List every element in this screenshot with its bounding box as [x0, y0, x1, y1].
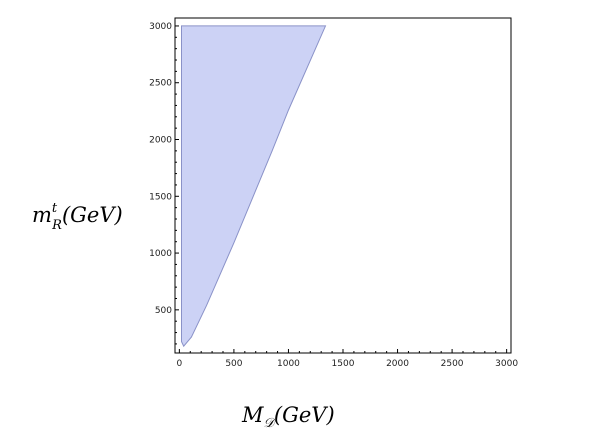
y-tick-label: 2500 [149, 79, 172, 89]
y-axis: 500 1000 1500 2000 2500 3000 [149, 22, 179, 345]
feasible-region [181, 25, 327, 348]
x-tick-label: 2000 [386, 359, 409, 369]
x-tick-label: 1000 [277, 359, 300, 369]
x-tick-label: 0 [176, 359, 182, 369]
y-tick-label: 2000 [149, 136, 172, 146]
y-axis-title: mt R(GeV) [32, 201, 123, 233]
x-tick-label: 2500 [441, 359, 464, 369]
y-tick-label: 3000 [149, 22, 172, 32]
y-tick-label: 1500 [149, 192, 172, 202]
x-axis-title: M𝒟(GeV) [241, 403, 335, 431]
x-tick-label: 3000 [495, 359, 518, 369]
x-tick-label: 1500 [332, 359, 355, 369]
region-polygon [181, 25, 327, 348]
y-tick-label: 1000 [149, 249, 172, 259]
x-axis: 0 500 1000 1500 2000 2500 3000 [176, 349, 518, 369]
x-tick-label: 500 [225, 359, 242, 369]
y-tick-label: 500 [155, 306, 172, 316]
